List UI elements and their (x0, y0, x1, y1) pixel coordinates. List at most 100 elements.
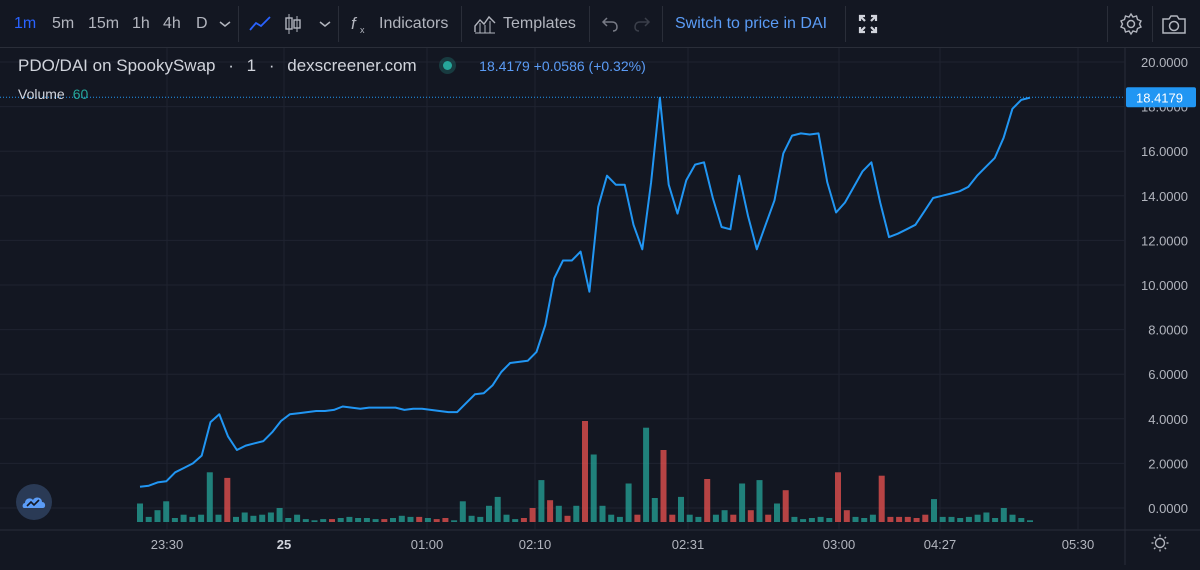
volume-bar (154, 510, 161, 522)
volume-bar (198, 514, 205, 522)
sun-ray (1153, 536, 1156, 539)
volume-bar (625, 483, 632, 522)
volume-bar (259, 514, 266, 522)
toolbar-divider (1107, 6, 1108, 42)
camera-screenshot-icon[interactable] (1161, 0, 1187, 48)
x-tick-label: 04:27 (924, 537, 957, 552)
volume-bar (634, 514, 641, 522)
price-chart[interactable]: 20.0000 1 8.0000 16.0000 14.0000 12.0000 10.00… (0, 48, 1200, 565)
interval-d-button[interactable]: D (196, 15, 208, 32)
tradingview-logo-icon[interactable] (16, 484, 52, 520)
volume-bar (276, 508, 283, 522)
last-price-label: 18.4179 (1136, 90, 1183, 105)
volume-bar (896, 516, 903, 522)
y-tick-label: 16.0000 (1141, 144, 1188, 159)
volume-bar (329, 519, 335, 522)
volume-bar (137, 503, 143, 522)
volume-bar (145, 516, 152, 522)
volume-bar (800, 519, 807, 522)
volume-bar (180, 514, 187, 522)
line-chart-type-icon[interactable] (249, 0, 271, 48)
interval-1m-button[interactable]: 1m (14, 15, 37, 32)
chart-area[interactable]: 20.0000 1 8.0000 16.0000 14.0000 12.0000 10.00… (0, 48, 1200, 565)
volume-bar (948, 516, 955, 522)
symbol-title: PDO/DAI on SpookySwap (18, 56, 216, 75)
x-tick-label: 23:30 (151, 537, 184, 552)
volume-bar (817, 516, 824, 522)
volume-bar (529, 508, 536, 522)
volume-bar (433, 519, 440, 522)
redo-icon[interactable] (633, 0, 651, 48)
toolbar-divider (589, 6, 590, 42)
last-price-badge (1126, 87, 1196, 108)
volume-bar (922, 514, 929, 522)
y-tick-label: 20.0000 (1141, 55, 1188, 70)
volume-bar (887, 516, 894, 522)
y-tick-label: 6.0000 (1148, 367, 1188, 382)
time-axis-settings-icon (1151, 534, 1169, 552)
y-tick-label: 2.0000 (1148, 456, 1188, 471)
volume-bar (503, 514, 510, 522)
volume-bar (904, 516, 911, 522)
volume-bar (747, 510, 754, 522)
volume-bar (678, 496, 684, 522)
volume-bar (712, 514, 719, 522)
volume-bar (451, 520, 458, 522)
volume-legend: Volume 60 (18, 86, 88, 102)
svg-text:x: x (360, 25, 365, 35)
volume-bar (1000, 508, 1007, 522)
x-tick-label: 02:31 (672, 537, 705, 552)
volume-bar (285, 518, 292, 522)
volume-bar (538, 480, 545, 522)
volume-bar (869, 514, 876, 522)
y-tick-label: 8.0000 (1148, 323, 1188, 338)
interval-1h-button[interactable]: 1h (132, 15, 150, 32)
candles-chart-type-icon[interactable] (284, 0, 302, 48)
volume-bar (721, 510, 728, 522)
volume-bar (765, 514, 772, 522)
interval-dropdown-chevron-icon[interactable] (218, 0, 232, 48)
volume-bar (808, 518, 815, 522)
volume-bar (407, 516, 414, 522)
svg-text:f: f (351, 14, 358, 33)
templates-button[interactable]: Templates (474, 0, 576, 48)
volume-bar (730, 514, 737, 522)
volume-bar (965, 516, 972, 522)
volume-bar (494, 496, 501, 522)
volume-bar (294, 514, 301, 522)
volume-bar (555, 505, 562, 522)
undo-icon[interactable] (601, 0, 619, 48)
volume-bar (599, 505, 606, 522)
volume-bar (564, 515, 571, 522)
y-tick-label: 12.0000 (1141, 233, 1188, 248)
legend-separator: · (228, 56, 234, 75)
interval-15m-button[interactable]: 15m (88, 15, 120, 32)
chart-type-chevron-icon[interactable] (318, 0, 332, 48)
interval-label: 1 (246, 56, 257, 75)
legend-separator: · (268, 56, 275, 75)
volume-bar (241, 512, 248, 522)
y-tick-label: 0.0000 (1148, 501, 1188, 516)
volume-bar (669, 514, 676, 522)
volume-bar (224, 477, 231, 522)
toolbar-divider (238, 6, 239, 42)
volume-bar (992, 518, 999, 522)
sun-ray (1164, 547, 1167, 550)
x-tick-label: 02:10 (519, 537, 552, 552)
fullscreen-icon[interactable] (858, 0, 878, 48)
volume-bar (782, 490, 789, 522)
volume-bar (861, 518, 868, 522)
volume-bar (486, 505, 492, 522)
toolbar-divider (461, 6, 462, 42)
volume-bar (1027, 520, 1033, 522)
volume-bar (267, 512, 274, 522)
volume-bar (215, 514, 222, 522)
interval-5m-button[interactable]: 5m (52, 15, 75, 32)
switch-price-button[interactable]: Switch to price in DAI (675, 15, 828, 32)
volume-bar (363, 518, 370, 522)
interval-4h-button[interactable]: 4h (163, 15, 181, 32)
settings-gear-icon[interactable] (1119, 0, 1143, 48)
